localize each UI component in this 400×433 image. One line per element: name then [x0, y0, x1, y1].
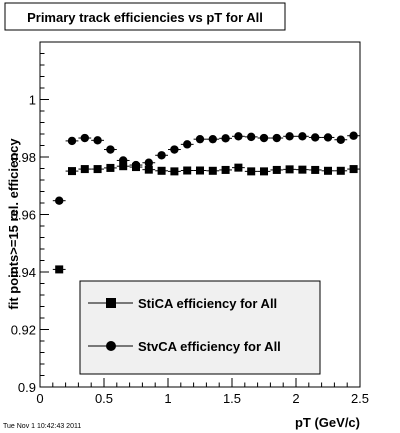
legend-marker-stvca — [88, 341, 133, 351]
data-point-square — [170, 167, 179, 176]
title-box — [4, 2, 286, 31]
data-point-circle — [131, 160, 141, 170]
data-point-square — [260, 167, 268, 176]
data-point-circle — [195, 134, 205, 144]
data-point-circle — [311, 133, 320, 142]
y-tick-label: 0.96 — [11, 208, 36, 223]
x-tick-label: 0 — [36, 391, 43, 406]
data-point-square — [80, 165, 89, 174]
data-point-circle — [157, 151, 166, 160]
data-point-square — [93, 165, 102, 174]
series-stvca — [52, 131, 360, 205]
y-tick-label: 0.9 — [18, 380, 36, 395]
x-tick-label: 1.5 — [223, 391, 241, 406]
x-tick-label: 1 — [164, 391, 171, 406]
data-point-square — [144, 165, 153, 174]
data-point-circle — [119, 156, 128, 165]
x-tick-label: 2 — [292, 391, 299, 406]
chart-title: Primary track efficiencies vs pT for All — [27, 10, 263, 25]
data-point-square — [119, 162, 128, 171]
legend-square — [106, 298, 116, 308]
data-point-square — [272, 165, 281, 174]
legend: StiCA efficiency for All StvCA efficienc… — [79, 280, 321, 375]
data-point-square — [324, 166, 332, 175]
data-point-circle — [272, 133, 281, 143]
data-point-circle — [323, 133, 333, 142]
data-point-square — [157, 166, 166, 175]
y-axis-label: fit points>=15 rel. efficiency — [6, 138, 21, 310]
data-point-circle — [106, 145, 115, 154]
data-point-circle — [349, 131, 358, 140]
data-point-circle — [170, 145, 179, 154]
data-point-square — [183, 166, 192, 175]
data-point-circle — [93, 136, 102, 145]
data-point-square — [234, 163, 243, 172]
data-point-square — [106, 163, 115, 172]
legend-circle — [106, 341, 116, 351]
data-point-circle — [247, 132, 256, 142]
data-point-circle — [221, 134, 230, 143]
footer-timestamp: Tue Nov 1 10:42:43 2011 — [3, 423, 81, 430]
y-tick-label: 0.98 — [11, 150, 36, 165]
legend-marker-stica — [88, 298, 133, 308]
data-point-square — [285, 165, 294, 174]
data-point-circle — [336, 135, 345, 144]
data-point-square — [208, 166, 217, 175]
data-point-square — [311, 165, 320, 174]
data-point-square — [247, 167, 256, 176]
data-point-square — [336, 166, 345, 175]
y-tick-label: 1 — [29, 93, 36, 108]
data-point-square — [55, 265, 64, 274]
data-point-circle — [234, 132, 243, 141]
data-points — [52, 131, 360, 274]
y-tick-label: 0.92 — [11, 323, 36, 338]
data-point-square — [221, 165, 230, 174]
data-point-circle — [144, 158, 153, 167]
data-point-circle — [67, 136, 77, 146]
series-stica — [52, 162, 360, 274]
y-tick-label: 0.94 — [11, 265, 36, 280]
data-point-circle — [208, 134, 217, 144]
data-point-square — [349, 165, 358, 174]
data-point-circle — [80, 133, 90, 143]
x-axis-label: pT (GeV/c) — [295, 415, 360, 430]
legend-label-stica: StiCA efficiency for All — [138, 296, 277, 311]
x-tick-label: 2.5 — [351, 391, 369, 406]
data-point-circle — [55, 196, 64, 205]
legend-box — [79, 280, 321, 375]
legend-label-stvca: StvCA efficiency for All — [138, 339, 281, 354]
data-point-square — [298, 165, 307, 174]
axis-ticks: 0 0.5 1 1.5 2 2.5 0.9 0.92 0.94 0.96 0.98 1 — [11, 41, 369, 406]
x-tick-label: 0.5 — [95, 391, 113, 406]
data-point-circle — [259, 133, 269, 143]
data-point-circle — [285, 132, 294, 141]
data-point-circle — [298, 132, 307, 141]
data-point-square — [68, 167, 76, 176]
data-point-square — [196, 166, 204, 175]
data-point-circle — [183, 140, 192, 149]
